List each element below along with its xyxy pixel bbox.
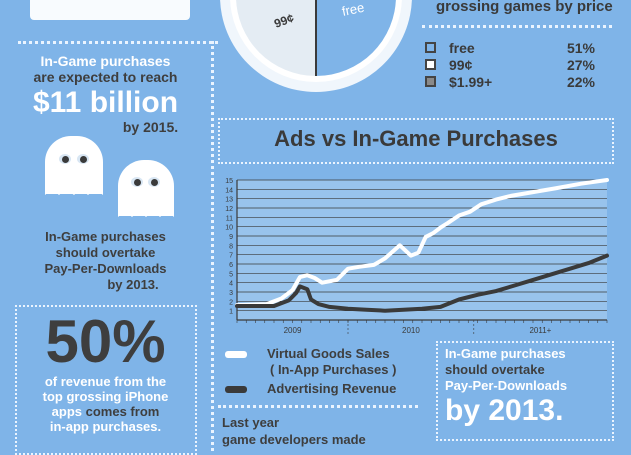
ghost-skirt-2 — [118, 209, 174, 217]
box-line-2: should overtake — [445, 362, 545, 377]
y-tick-label: 4 — [229, 281, 233, 288]
series-line-advertising — [235, 253, 609, 313]
legend-label: $1.99+ — [449, 74, 493, 90]
y-tick-label: 8 — [229, 243, 233, 250]
y-tick-label: 12 — [225, 206, 233, 213]
box-line-1: In-Game purchases — [445, 346, 566, 361]
bottom-line-1: Last year — [222, 415, 280, 430]
percent-line-1: of revenue from the — [44, 374, 167, 389]
pie-label-99: 99¢ — [272, 11, 296, 31]
y-tick-label: 13 — [225, 197, 233, 204]
overtake-box-content: In-Game purchases should overtake Pay-Pe… — [445, 346, 610, 428]
y-tick-label: 10 — [225, 225, 233, 232]
y-tick-label: 3 — [229, 290, 233, 297]
column-divider — [211, 41, 214, 451]
purchases-amount: $11 billion — [32, 86, 179, 119]
pie-label-free: free — [341, 0, 366, 19]
overtake-box — [436, 341, 614, 441]
overtake-line-1: In-Game purchases — [45, 229, 166, 244]
legend-label: 99¢ — [449, 57, 473, 73]
overtake-line-2: should overtake — [55, 245, 156, 260]
legend-swatch-99 — [425, 59, 436, 70]
y-tick-label: 5 — [229, 271, 233, 278]
legend-title: grossing games by price — [436, 0, 613, 15]
chart-legend-label-virtual-2: ( In-App Purchases ) — [270, 362, 397, 377]
chart-legend-label-ads: Advertising Revenue — [267, 381, 397, 396]
legend-swatch-199 — [425, 76, 436, 87]
chart-legend-divider — [218, 405, 418, 408]
x-tick-label: 2009 — [284, 326, 302, 335]
top-divider-left — [18, 41, 218, 44]
percent-line-3: apps comes from — [18, 404, 193, 419]
chart-title-box — [218, 118, 614, 164]
percent-block: 50% of revenue from the top grossing iPh… — [18, 308, 193, 435]
purchases-year: by 2015. — [122, 119, 179, 135]
legend-label: free — [449, 40, 475, 56]
y-tick-label: 14 — [225, 187, 233, 194]
percent-line-4: in-app purchases. — [49, 419, 162, 434]
box-line-4: by 2013. — [445, 394, 564, 427]
legend-item: $1.99+ 22% — [425, 74, 595, 91]
percent-line-3a: apps — [51, 404, 86, 419]
legend-item: free 51% — [425, 40, 595, 57]
ghost-icon — [118, 160, 174, 216]
y-tick-label: 2 — [229, 299, 233, 306]
ghost-icon — [45, 136, 103, 194]
series-line-virtual-goods — [235, 178, 609, 308]
overtake-line-4: by 2013. — [107, 277, 159, 292]
overtake-block: In-Game purchases should overtake Pay-Pe… — [18, 229, 193, 293]
y-tick-label: 6 — [229, 262, 233, 269]
percent-line-3b: comes from — [85, 404, 160, 419]
y-tick-label: 7 — [229, 253, 233, 260]
price-legend: free 51% 99¢ 27% $1.99+ 22% — [425, 40, 595, 92]
chart-legend-swatch-virtual — [225, 351, 247, 358]
purchases-block: In-Game purchases are expected to reach … — [18, 53, 193, 135]
plot-area — [237, 180, 607, 320]
purchases-intro-2: are expected to reach — [33, 69, 178, 85]
price-pie-chart: 99¢ free — [220, 0, 412, 92]
chart-legend-swatch-ads — [225, 386, 247, 393]
bottom-line-2: game developers made — [222, 432, 366, 447]
legend-item: 99¢ 27% — [425, 57, 595, 74]
y-tick-label: 11 — [226, 215, 233, 222]
legend-swatch-free — [425, 42, 436, 53]
x-tick-label: 2011+ — [529, 326, 551, 335]
box-line-3: Pay-Per-Downloads — [445, 378, 568, 393]
y-tick-label: 1 — [229, 309, 233, 316]
y-tick-label: 15 — [225, 178, 233, 185]
overtake-line-3: Pay-Per-Downloads — [44, 261, 167, 276]
legend-value: 51% — [566, 40, 595, 56]
purchases-intro-1: In-Game purchases — [40, 53, 171, 69]
chart-legend-label-virtual-1: Virtual Goods Sales — [267, 346, 390, 361]
x-tick-label: 2010 — [402, 326, 420, 335]
y-tick-label: 9 — [229, 234, 233, 241]
pie-slice-free — [316, 0, 396, 76]
chart-title: Ads vs In-Game Purchases — [274, 126, 558, 151]
legend-value: 27% — [566, 57, 595, 73]
percent-value: 50% — [45, 308, 166, 375]
legend-value: 22% — [566, 74, 595, 90]
top-left-fragment — [30, 0, 190, 20]
ghost-skirt-1 — [45, 187, 103, 195]
percent-line-2: top grossing iPhone — [42, 389, 169, 404]
legend-divider — [422, 25, 612, 28]
pie-slice-99 — [236, 0, 316, 76]
